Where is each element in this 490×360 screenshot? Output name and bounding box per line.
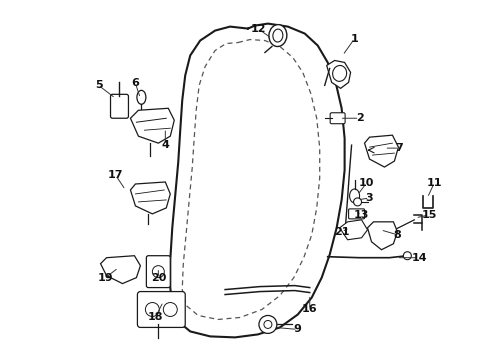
FancyBboxPatch shape: [111, 94, 128, 118]
Text: 3: 3: [366, 193, 373, 203]
Circle shape: [259, 315, 277, 333]
Text: 10: 10: [359, 178, 374, 188]
Text: 11: 11: [426, 178, 442, 188]
Circle shape: [163, 302, 177, 316]
Text: 7: 7: [395, 143, 403, 153]
Text: 18: 18: [147, 312, 163, 323]
Text: 13: 13: [354, 210, 369, 220]
Text: 2: 2: [356, 113, 364, 123]
Polygon shape: [368, 222, 397, 250]
Ellipse shape: [333, 66, 346, 81]
Circle shape: [264, 320, 272, 328]
Polygon shape: [100, 256, 141, 284]
FancyBboxPatch shape: [330, 113, 345, 124]
Text: 17: 17: [108, 170, 123, 180]
Text: 1: 1: [351, 33, 359, 44]
Circle shape: [403, 252, 412, 260]
Text: 20: 20: [150, 273, 166, 283]
Text: 21: 21: [334, 227, 349, 237]
Ellipse shape: [349, 189, 360, 203]
Text: 6: 6: [131, 78, 139, 88]
Text: 4: 4: [161, 140, 169, 150]
Ellipse shape: [269, 24, 287, 46]
Circle shape: [146, 302, 159, 316]
Text: 19: 19: [98, 273, 113, 283]
Circle shape: [354, 198, 362, 206]
Polygon shape: [327, 60, 350, 88]
Polygon shape: [130, 108, 174, 143]
Text: 16: 16: [302, 305, 318, 315]
Text: 8: 8: [393, 230, 401, 240]
Text: 15: 15: [421, 210, 437, 220]
Text: 12: 12: [250, 24, 266, 33]
Polygon shape: [365, 135, 398, 167]
Text: 9: 9: [294, 324, 302, 334]
Text: 14: 14: [412, 253, 427, 263]
FancyBboxPatch shape: [137, 292, 185, 328]
Ellipse shape: [137, 90, 146, 104]
FancyBboxPatch shape: [348, 209, 365, 219]
Ellipse shape: [273, 29, 283, 42]
Polygon shape: [130, 182, 171, 214]
FancyBboxPatch shape: [147, 256, 171, 288]
Text: 5: 5: [95, 80, 102, 90]
Circle shape: [152, 266, 164, 278]
Polygon shape: [340, 220, 368, 240]
